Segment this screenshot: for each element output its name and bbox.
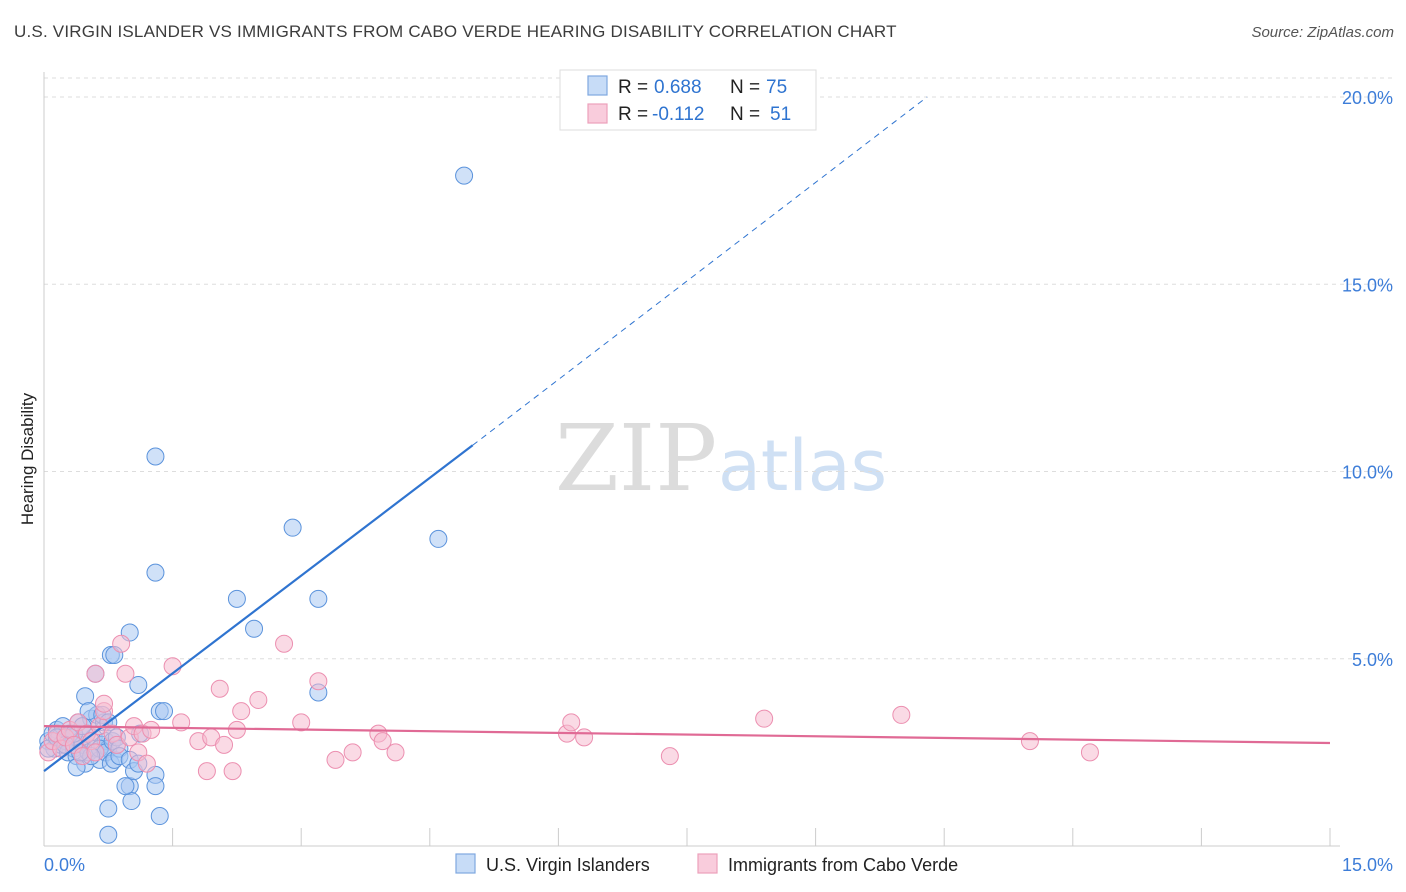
series-legend-label-blue[interactable]: U.S. Virgin Islanders <box>486 855 650 875</box>
watermark-atlas: atlas <box>718 425 887 507</box>
data-point <box>86 743 105 762</box>
data-point <box>892 705 911 724</box>
data-point <box>112 634 131 653</box>
data-point <box>245 619 264 638</box>
y-tick-label: 20.0% <box>1342 88 1393 108</box>
stats-r-value-pink: -0.112 <box>652 104 704 125</box>
data-point <box>172 713 191 732</box>
series-legend: U.S. Virgin Islanders Immigrants from Ca… <box>455 853 958 875</box>
data-point <box>99 799 118 818</box>
data-point <box>95 694 114 713</box>
stats-n-value-blue: 75 <box>766 77 787 98</box>
data-point <box>150 807 169 826</box>
stats-r-label-blue: R = <box>618 77 648 98</box>
stats-n-label-blue: N = <box>730 77 760 98</box>
data-point <box>326 750 345 769</box>
stats-r-value-blue: 0.688 <box>654 77 702 98</box>
stats-n-label-pink: N = <box>730 104 760 125</box>
y-tick-label: 5.0% <box>1352 650 1393 670</box>
data-point <box>455 166 474 185</box>
series-points-blue <box>39 166 474 844</box>
source-note: Source: ZipAtlas.com <box>1251 24 1394 41</box>
data-point <box>155 702 174 721</box>
watermark: ZIP atlas <box>555 405 887 512</box>
data-point <box>1080 743 1099 762</box>
series-legend-swatch-blue[interactable] <box>455 853 476 874</box>
data-point <box>197 762 216 781</box>
data-point <box>86 664 105 683</box>
data-point <box>223 762 242 781</box>
trend-line-blue <box>43 444 474 772</box>
stats-legend: R = 0.688 N = 75 R = -0.112 N = 51 <box>559 69 817 131</box>
y-axis-label: Hearing Disability <box>18 392 37 525</box>
data-point <box>562 713 581 732</box>
axes <box>43 72 1340 847</box>
data-point <box>146 777 165 796</box>
data-point <box>116 777 135 796</box>
trend-lines <box>43 96 1331 772</box>
data-point <box>575 728 594 747</box>
y-tick-labels: 5.0% 10.0% 15.0% 20.0% <box>1342 88 1393 670</box>
data-point <box>1020 732 1039 751</box>
data-point <box>429 529 448 548</box>
data-point <box>142 720 161 739</box>
y-tick-label: 10.0% <box>1342 463 1393 483</box>
series-legend-label-pink[interactable]: Immigrants from Cabo Verde <box>728 855 958 875</box>
data-point <box>76 687 95 706</box>
data-point <box>755 709 774 728</box>
chart-title: U.S. VIRGIN ISLANDER VS IMMIGRANTS FROM … <box>14 22 897 41</box>
data-point <box>122 792 141 811</box>
data-point <box>99 825 118 844</box>
data-point <box>227 589 246 608</box>
data-point <box>343 743 362 762</box>
watermark-zip: ZIP <box>555 405 717 512</box>
x-tick-label: 0.0% <box>44 855 85 875</box>
data-point <box>309 589 328 608</box>
data-point <box>116 664 135 683</box>
data-point <box>129 675 148 694</box>
gridlines <box>44 77 1392 846</box>
data-point <box>146 563 165 582</box>
data-point <box>227 720 246 739</box>
data-point <box>215 735 234 754</box>
data-point <box>660 747 679 766</box>
data-point <box>137 754 156 773</box>
stats-legend-swatch-blue <box>587 75 608 96</box>
data-point <box>275 634 294 653</box>
series-points-pink <box>39 634 1099 781</box>
trend-line-extension-blue <box>472 96 928 446</box>
x-tick-labels: 0.0% 15.0% <box>44 855 1393 875</box>
data-point <box>283 518 302 537</box>
data-point <box>249 690 268 709</box>
data-point <box>373 732 392 751</box>
stats-legend-swatch-pink <box>587 103 608 124</box>
x-tick-label: 15.0% <box>1342 855 1393 875</box>
data-point <box>232 702 251 721</box>
stats-r-label-pink: R = <box>618 104 648 125</box>
stats-n-value-pink: 51 <box>770 104 791 125</box>
trend-line-pink <box>43 725 1331 745</box>
data-point <box>309 672 328 691</box>
y-tick-label: 15.0% <box>1342 275 1393 295</box>
data-point <box>146 447 165 466</box>
data-point <box>210 679 229 698</box>
series-legend-swatch-pink[interactable] <box>697 853 718 874</box>
data-point <box>292 713 311 732</box>
data-point <box>386 743 405 762</box>
